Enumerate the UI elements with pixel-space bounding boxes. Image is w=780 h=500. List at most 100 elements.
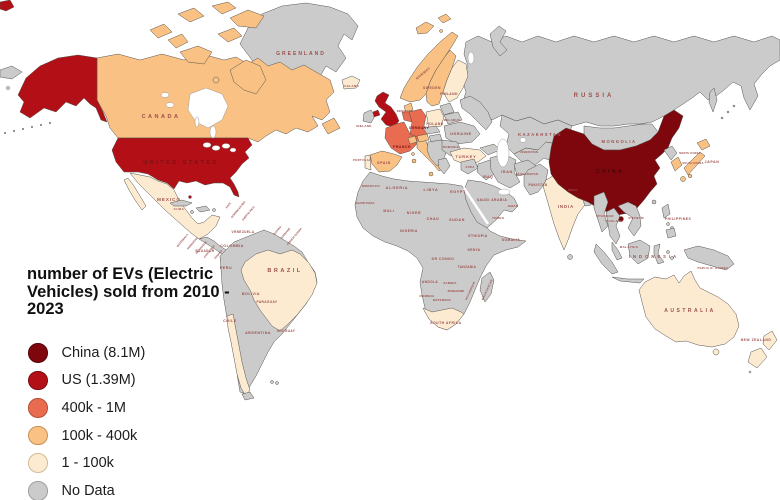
region-malay [612,242,622,260]
country-africa [355,172,526,330]
country-label: SOUTH KOREA [682,161,703,165]
country-uk [375,92,399,127]
country-label: NEPAL [568,188,578,192]
country-label: SOUTH AFRICA [430,321,462,325]
country-spain [370,151,402,172]
country-label: SAUDI ARABIA [477,198,508,202]
country-label: INDONESIA [629,254,679,259]
island-hokkaido [697,139,710,150]
white-sea [468,52,474,64]
country-label: BRAZIL [267,268,302,274]
island-sri-lanka [568,255,573,260]
country-iceland [342,76,360,89]
country-european-russia [460,96,492,130]
country-germany [409,109,428,138]
country-switzerland [408,136,417,144]
island-kuril [721,117,723,119]
country-south-africa [423,308,464,330]
region-low-countries [402,112,412,122]
island-nz-south [748,348,767,368]
island-newfoundland [322,118,340,134]
country-label: IRELAND [356,124,372,128]
country-label: CUBA [174,207,185,211]
country-label: GUYANA [272,225,282,236]
country-label: BOTSWANA [433,298,451,302]
island-corsica [412,153,415,156]
island-arctic [178,8,204,22]
country-pakistan [524,164,548,195]
island-tasmania [713,349,719,355]
country-label: AUSTRALIA [664,308,715,314]
country-label: CHAD [427,217,440,221]
island-aleutian [31,126,33,128]
country-label: COLOMBIA [220,244,244,248]
country-label: JAPAN [705,160,720,164]
country-label: ZIMBABWE [448,289,465,293]
island-baffin [230,60,266,94]
region-n-ireland [373,110,380,117]
country-label: ALGERIA [386,186,409,190]
island-arctic [212,2,236,14]
country-label: OMAN [508,204,518,208]
country-label: UNITED STATES [143,160,218,166]
country-label: SOMALIA [502,238,521,242]
country-france [385,122,418,154]
country-label: ANGOLA [422,280,439,284]
country-label: KENYA [468,248,481,252]
country-label: BELARUS [444,118,461,122]
island-sardinia [412,159,416,163]
country-label: NIGERIA [400,229,418,233]
great-lake [222,144,230,149]
country-label: PAKISTAN [528,183,547,187]
island-topleft [0,0,14,11]
country-label: NAMIBIA [420,294,435,298]
island-molucca [667,251,670,254]
region-levant [461,159,478,174]
island-kuril [733,105,735,107]
country-label: UZBEKISTAN [520,150,539,154]
great-lake [203,143,211,148]
country-label: DENMARK [397,109,413,113]
country-label: PAPUA N. GUINEA [697,266,729,270]
country-label: RUSSIA [574,93,615,99]
region-baltics [440,103,454,115]
country-label: AFGHANISTAN [516,172,538,176]
country-label: CHILE [223,319,237,323]
caspian-sea [497,139,509,167]
country-label: UKRAINE [450,132,472,136]
country-belarus [444,112,462,124]
country-label: URUGUAY [277,329,296,333]
country-label: PORTUGAL [353,158,371,162]
island-kyushu [681,177,686,182]
great-lake [212,146,220,151]
country-thailand [606,208,620,244]
region-baja [124,178,146,210]
country-iraq [477,160,494,180]
island-aleutian [40,124,42,126]
country-finland [443,60,468,102]
country-label: KAZAKHSTAN [518,132,562,137]
country-label: MAURITANIA [355,201,375,205]
country-australia [639,271,739,347]
country-portugal [365,155,371,170]
country-label: PUERTO RICO [241,205,256,221]
country-label: MALI [383,209,394,213]
island-falkland [271,381,274,384]
island-sakhalin [709,88,717,112]
country-label: ECUADOR [196,249,215,253]
country-south-korea [671,157,682,171]
country-label: PANAMA [213,249,223,260]
great-lake [230,148,236,152]
country-myanmar [594,192,608,232]
country-alaska [18,55,107,122]
island-java [612,277,644,283]
island-victoria [180,46,212,64]
island-molucca [671,257,674,260]
island-honshu [684,152,705,175]
country-label: HAITI [225,201,233,209]
country-label: PHILIPPINES [665,217,692,221]
island-dot [7,87,10,90]
island-aleutian [22,128,24,130]
country-ireland [363,110,375,123]
